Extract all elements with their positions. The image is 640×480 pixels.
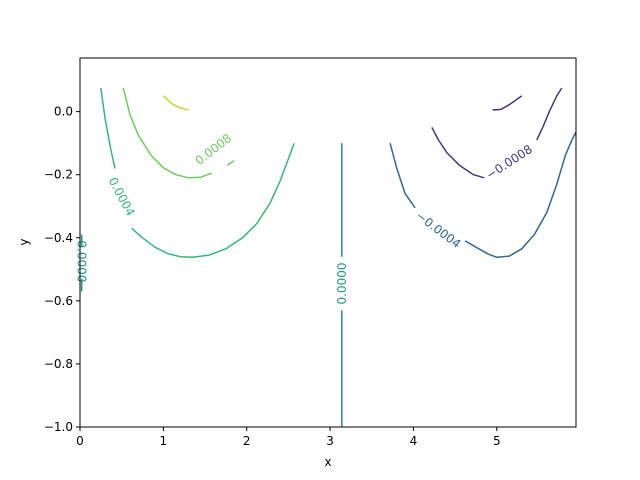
- plot-frame: [79, 57, 577, 428]
- contour-lines: [80, 87, 577, 427]
- contour-line-2-0: [100, 87, 116, 169]
- x-axis-ticks: 0 1 2 3 4 5: [76, 427, 501, 448]
- x-tick-label: 1: [160, 434, 168, 448]
- contour-line-6-0: [492, 95, 523, 111]
- x-tick-label: 3: [326, 434, 334, 448]
- contour-line-4-1: [464, 131, 577, 259]
- x-axis-label: x: [324, 455, 331, 469]
- y-tick-label: −0.6: [44, 294, 73, 308]
- contour-line-2-1: [131, 142, 295, 259]
- contour-line-5-1: [536, 87, 563, 141]
- x-tick-label: 4: [410, 434, 418, 448]
- contour-line-4-0: [389, 143, 416, 209]
- contour-label-3-1: 0.0000: [75, 240, 89, 282]
- y-tick-label: 0.0: [54, 105, 73, 119]
- y-tick-label: −0.4: [44, 231, 73, 245]
- contour-line-1-0: [122, 87, 212, 179]
- y-tick-label: −1.0: [44, 420, 73, 434]
- y-tick-label: −0.8: [44, 357, 73, 371]
- x-tick-label: 0: [76, 434, 84, 448]
- y-axis-ticks: −1.0 −0.8 −0.6 −0.4 −0.2 0.0: [44, 105, 80, 434]
- contour-line-0-0: [162, 95, 189, 111]
- x-tick-label: 5: [493, 434, 501, 448]
- contour-line-5-0: [431, 127, 485, 179]
- x-tick-label: 2: [243, 434, 251, 448]
- contour-line-1-1: [227, 159, 235, 166]
- contour-label-3-0: 0.0000: [335, 263, 349, 305]
- y-tick-label: −0.2: [44, 168, 73, 182]
- y-axis-label: y: [17, 238, 31, 245]
